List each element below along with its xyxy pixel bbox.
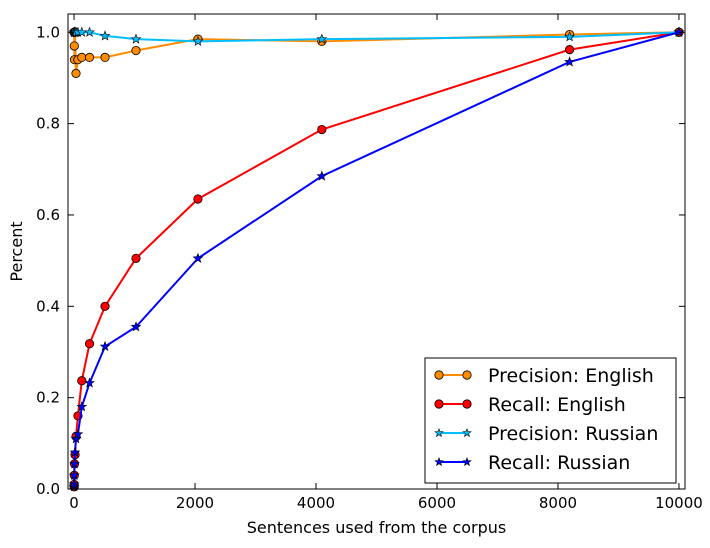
x-tick-label: 8000 — [539, 494, 577, 512]
legend-item: Recall: Russian — [434, 452, 630, 474]
data-point — [69, 446, 81, 458]
data-point — [564, 45, 575, 55]
data-point — [76, 401, 88, 412]
y-tick-label: 1.0 — [36, 23, 60, 41]
data-point — [130, 33, 142, 44]
legend-label: Precision: Russian — [488, 423, 658, 445]
legend-label: Recall: Russian — [488, 452, 630, 474]
data-point — [564, 56, 575, 67]
data-point — [100, 52, 110, 62]
legend-marker — [434, 427, 444, 438]
data-point — [316, 33, 328, 44]
legend-label: Precision: English — [488, 365, 654, 387]
data-point — [131, 253, 141, 263]
data-point — [84, 52, 95, 62]
data-point — [316, 170, 328, 181]
legend-marker — [462, 427, 472, 438]
data-point — [673, 26, 685, 37]
data-point — [192, 35, 204, 46]
legend: Precision: English Recall: English Precisi… — [424, 357, 677, 484]
data-point — [77, 376, 87, 386]
legend-item: Recall: English — [434, 394, 626, 416]
legend-marker — [462, 399, 472, 409]
axis-ticks: 0 2000 4000 6000 8000 10000 0.0 0.2 0.4 0.6 0.8 1.0 — [36, 14, 703, 512]
legend-marker — [462, 456, 472, 467]
data-point — [69, 41, 79, 51]
data-point — [131, 45, 141, 56]
legend-item: Precision: English — [434, 365, 654, 387]
data-point — [564, 31, 575, 42]
x-tick-label: 2000 — [176, 494, 214, 512]
legend-label: Recall: English — [488, 394, 626, 416]
data-point — [100, 301, 110, 311]
series-3 — [68, 26, 685, 46]
data-point — [71, 68, 81, 78]
data-point — [84, 26, 95, 37]
data-point — [84, 339, 95, 349]
data-point — [99, 30, 111, 41]
data-point — [130, 321, 142, 332]
data-point — [317, 124, 327, 135]
data-point — [77, 52, 87, 62]
data-point — [193, 194, 203, 204]
data-point — [69, 458, 80, 469]
y-tick-label: 0.2 — [36, 389, 60, 407]
x-tick-label: 6000 — [418, 494, 456, 512]
x-tick-label: 4000 — [297, 494, 335, 512]
x-tick-label: 10000 — [655, 494, 703, 512]
x-tick-label: 0 — [69, 494, 79, 512]
y-tick-label: 0.0 — [36, 480, 60, 498]
series-4 — [68, 26, 685, 492]
y-tick-label: 0.6 — [36, 206, 60, 224]
legend-marker — [434, 399, 444, 409]
legend-marker — [434, 370, 444, 380]
plot-area — [68, 26, 685, 492]
legend-item: Precision: Russian — [434, 423, 658, 445]
data-point — [68, 469, 80, 480]
x-axis-label: Sentences used from the corpus — [247, 518, 506, 537]
data-point — [72, 428, 84, 439]
y-tick-label: 0.8 — [36, 115, 60, 133]
data-point — [99, 340, 111, 352]
y-tick-label: 0.4 — [36, 297, 60, 315]
data-point — [192, 252, 204, 263]
y-axis-label: Percent — [7, 221, 26, 281]
legend-marker — [462, 370, 472, 380]
axes-frame — [67, 13, 686, 490]
legend-marker — [434, 456, 444, 467]
data-point — [84, 377, 95, 388]
